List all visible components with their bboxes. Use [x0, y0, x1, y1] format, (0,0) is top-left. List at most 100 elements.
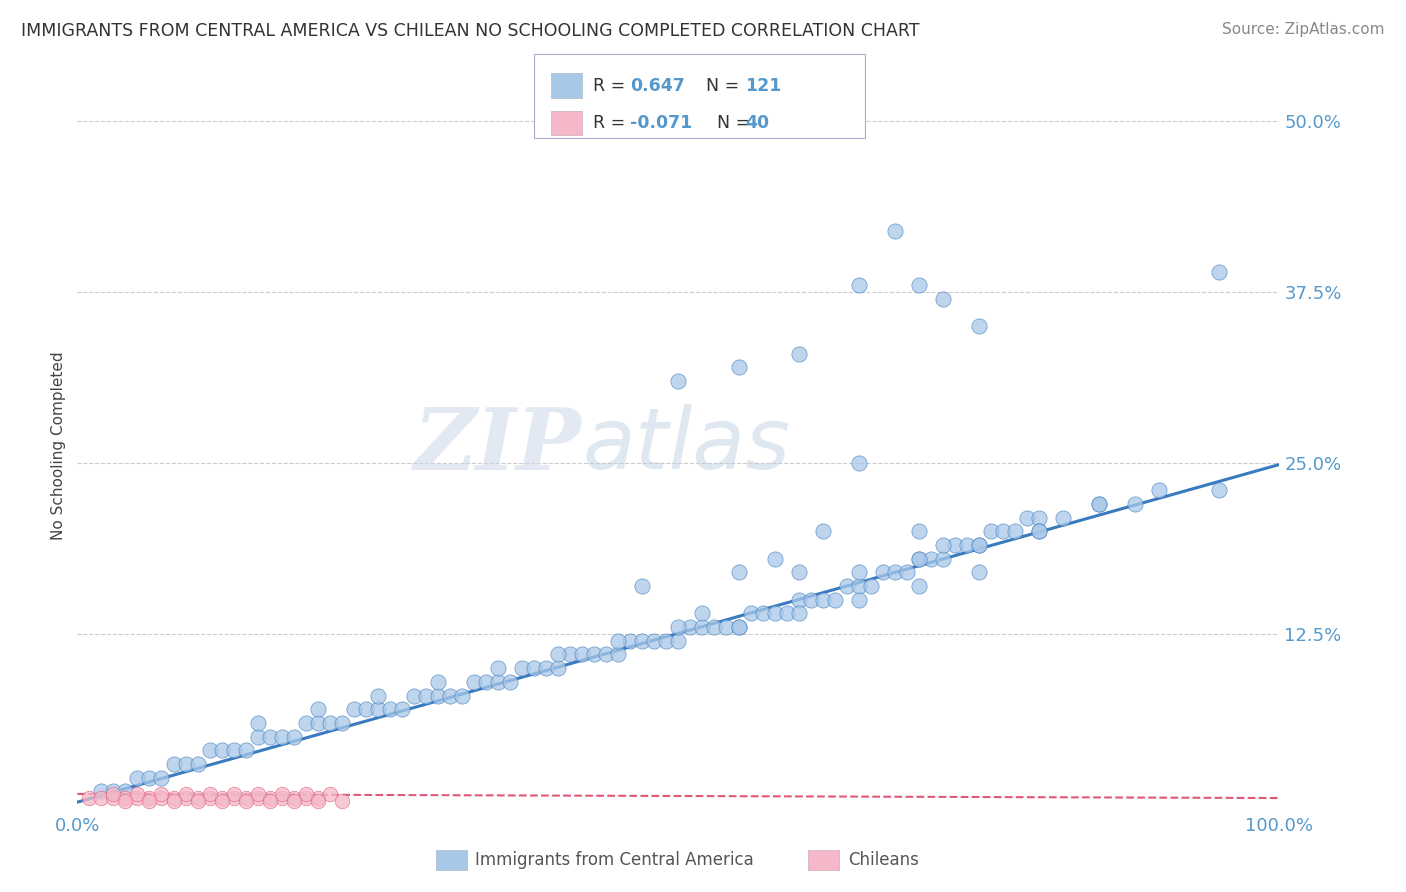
Text: -0.071: -0.071: [630, 114, 692, 132]
Point: [1088, 497, 1111, 511]
Point: [607, 648, 630, 662]
Point: [235, 743, 257, 757]
Point: [402, 689, 425, 703]
Point: [595, 648, 617, 662]
Point: [692, 607, 714, 621]
Point: [294, 791, 316, 805]
Text: 40: 40: [745, 114, 769, 132]
Point: [319, 787, 342, 801]
Point: [307, 702, 329, 716]
Point: [270, 791, 292, 805]
Text: N =: N =: [706, 114, 755, 132]
Point: [138, 771, 160, 785]
Point: [547, 648, 569, 662]
Point: [848, 566, 870, 580]
Point: [354, 702, 377, 716]
Point: [1028, 524, 1050, 539]
Point: [246, 730, 269, 744]
Point: [114, 784, 136, 798]
Point: [775, 607, 797, 621]
Point: [908, 551, 931, 566]
Point: [330, 794, 353, 808]
Point: [848, 579, 870, 593]
Point: [751, 607, 773, 621]
Text: R =: R =: [593, 114, 631, 132]
Text: IMMIGRANTS FROM CENTRAL AMERICA VS CHILEAN NO SCHOOLING COMPLETED CORRELATION CH: IMMIGRANTS FROM CENTRAL AMERICA VS CHILE…: [21, 22, 920, 40]
Point: [1004, 524, 1026, 539]
Point: [486, 674, 509, 689]
Point: [1028, 524, 1050, 539]
Point: [787, 566, 810, 580]
Point: [607, 633, 630, 648]
Point: [235, 794, 257, 808]
Point: [294, 787, 316, 801]
Point: [1149, 483, 1171, 498]
Point: [668, 620, 690, 634]
Point: [283, 730, 305, 744]
Point: [463, 674, 485, 689]
Point: [198, 791, 221, 805]
Point: [246, 787, 269, 801]
Point: [679, 620, 702, 634]
Point: [162, 794, 184, 808]
Point: [90, 791, 112, 805]
Point: [883, 566, 905, 580]
Point: [510, 661, 533, 675]
Point: [103, 787, 125, 801]
Point: [932, 538, 955, 552]
Point: [391, 702, 413, 716]
Point: [451, 689, 474, 703]
Point: [1052, 510, 1074, 524]
Point: [967, 566, 990, 580]
Point: [703, 620, 725, 634]
Point: [631, 579, 654, 593]
Point: [932, 292, 955, 306]
Point: [475, 674, 498, 689]
Text: ZIP: ZIP: [415, 404, 582, 488]
Point: [787, 607, 810, 621]
Point: [692, 620, 714, 634]
Point: [740, 607, 762, 621]
Point: [439, 689, 461, 703]
Point: [619, 633, 641, 648]
Point: [186, 791, 209, 805]
Point: [235, 791, 257, 805]
Point: [114, 794, 136, 808]
Text: Source: ZipAtlas.com: Source: ZipAtlas.com: [1222, 22, 1385, 37]
Point: [222, 787, 245, 801]
Point: [872, 566, 894, 580]
Text: 121: 121: [745, 77, 782, 95]
Point: [920, 551, 942, 566]
Point: [908, 551, 931, 566]
Point: [932, 551, 955, 566]
Point: [162, 791, 184, 805]
Point: [800, 592, 823, 607]
Text: atlas: atlas: [582, 404, 790, 488]
Point: [824, 592, 846, 607]
Point: [367, 702, 389, 716]
Point: [127, 771, 149, 785]
Point: [583, 648, 606, 662]
Point: [246, 715, 269, 730]
Point: [162, 756, 184, 771]
Point: [259, 794, 281, 808]
Point: [150, 787, 173, 801]
Point: [138, 794, 160, 808]
Point: [127, 787, 149, 801]
Point: [668, 374, 690, 388]
Point: [211, 791, 233, 805]
Point: [330, 715, 353, 730]
Point: [943, 538, 966, 552]
Point: [908, 524, 931, 539]
Point: [211, 794, 233, 808]
Point: [727, 360, 749, 375]
Point: [114, 791, 136, 805]
Point: [1123, 497, 1146, 511]
Point: [378, 702, 401, 716]
Point: [211, 743, 233, 757]
Point: [763, 607, 786, 621]
Point: [222, 743, 245, 757]
Point: [186, 794, 209, 808]
Point: [294, 715, 316, 730]
Point: [727, 620, 749, 634]
